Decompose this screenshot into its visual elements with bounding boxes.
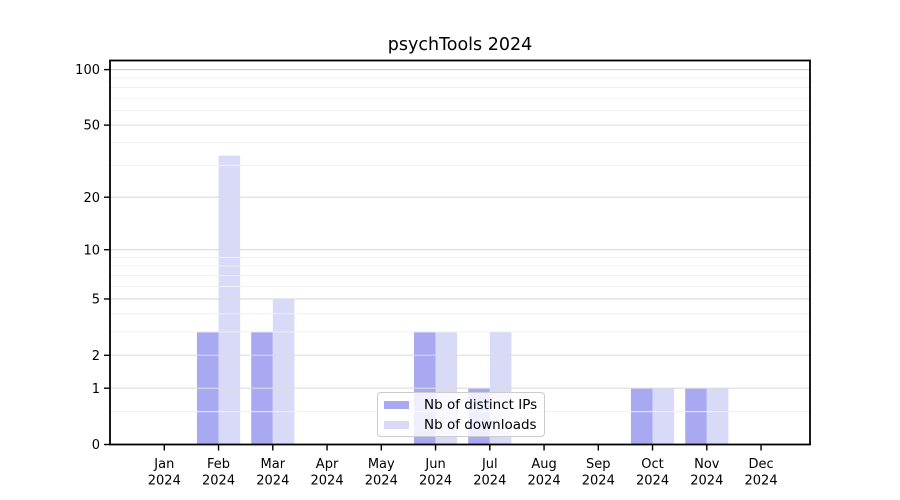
x-tick-label-month: Feb — [207, 457, 230, 472]
x-tick-label-year: 2024 — [148, 474, 181, 489]
x-tick-label-month: Aug — [531, 457, 556, 472]
x-tick-label-year: 2024 — [202, 474, 235, 489]
y-tick-label: 20 — [83, 191, 100, 206]
x-tick-label-year: 2024 — [582, 474, 615, 489]
x-tick-label-month: Jan — [153, 457, 174, 472]
legend-swatch-downloads — [384, 420, 409, 429]
legend: Nb of distinct IPs Nb of downloads — [377, 392, 545, 437]
x-tick-label-month: Mar — [261, 457, 286, 472]
x-tick-label-month: Jun — [424, 457, 445, 472]
x-tick-label-month: Nov — [694, 457, 720, 472]
bar-downloads-mar — [272, 298, 295, 445]
x-tick-label-year: 2024 — [690, 474, 723, 489]
x-tick-label-year: 2024 — [256, 474, 289, 489]
y-tick-label: 0 — [92, 438, 100, 453]
x-tick-label-year: 2024 — [636, 474, 669, 489]
x-tick-label-month: Dec — [748, 457, 773, 472]
y-tick-label: 50 — [83, 119, 100, 134]
x-tick-label-year: 2024 — [311, 474, 344, 489]
bar-distinct-ips-oct — [630, 388, 653, 445]
x-tick-label-year: 2024 — [473, 474, 506, 489]
bar-downloads-oct — [652, 388, 675, 445]
y-tick-label: 2 — [92, 349, 100, 364]
bar-distinct-ips-nov — [685, 388, 707, 445]
bar-downloads-nov — [706, 388, 729, 445]
x-tick-label-year: 2024 — [365, 474, 398, 489]
x-tick-label-month: Sep — [586, 457, 611, 472]
y-tick-label: 100 — [75, 63, 100, 78]
y-tick-label: 10 — [83, 243, 100, 258]
x-tick-label-month: Oct — [641, 457, 663, 472]
x-tick-label-month: Jul — [481, 457, 498, 472]
x-tick-label-month: May — [368, 457, 395, 472]
chart-title: psychTools 2024 — [387, 35, 533, 55]
legend-swatch-distinct-ips — [384, 400, 409, 409]
plot-frame — [109, 59, 811, 446]
legend-row-distinct-ips: Nb of distinct IPs — [384, 397, 538, 413]
legend-label-downloads: Nb of downloads — [424, 416, 537, 433]
y-tick-label: 1 — [92, 382, 100, 397]
bar-downloads-feb — [218, 155, 241, 445]
x-tick-label-year: 2024 — [419, 474, 452, 489]
x-tick-label-month: Apr — [316, 457, 339, 472]
legend-label-distinct-ips: Nb of distinct IPs — [424, 396, 538, 413]
y-tick-label: 5 — [92, 293, 100, 308]
legend-row-downloads: Nb of downloads — [384, 417, 538, 433]
x-tick-label-year: 2024 — [528, 474, 561, 489]
x-tick-label-year: 2024 — [745, 474, 778, 489]
